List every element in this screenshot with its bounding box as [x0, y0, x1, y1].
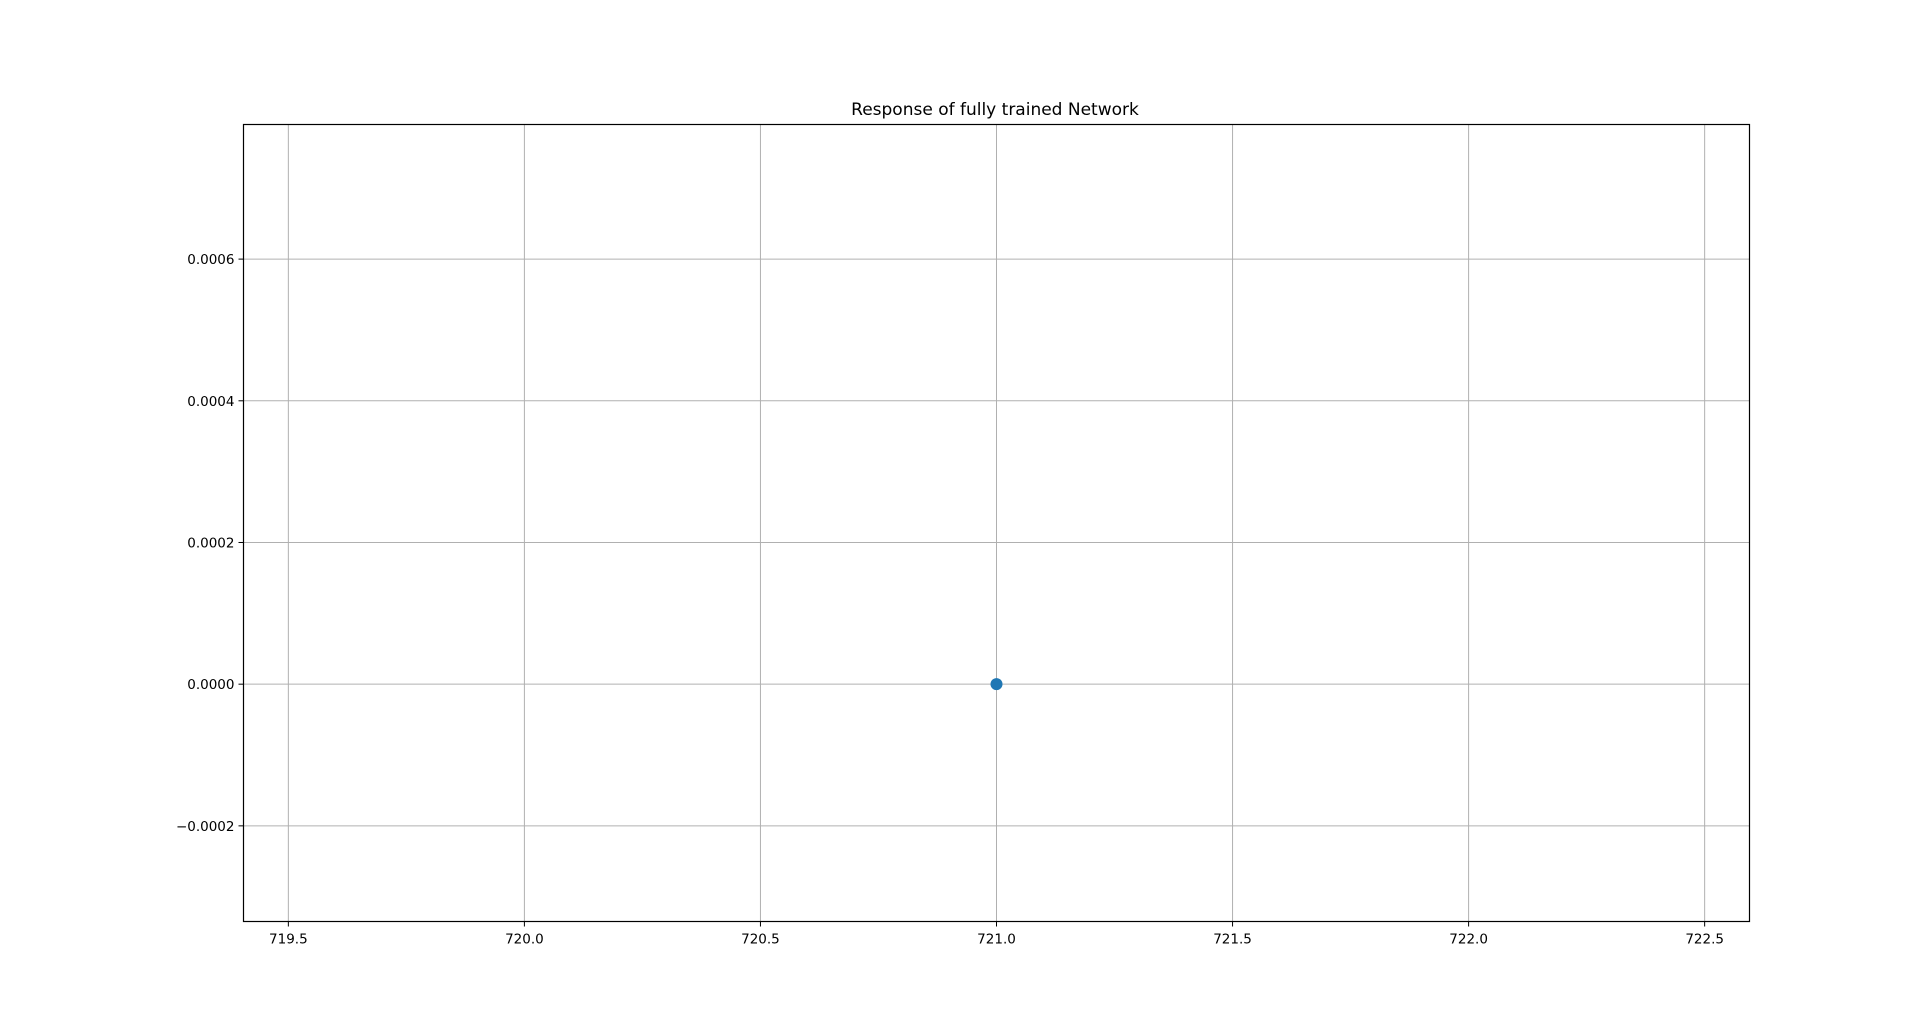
x-tick-label: 722.5 — [1685, 932, 1724, 948]
grid — [243, 124, 1750, 922]
x-tick-label: 719.5 — [269, 932, 308, 948]
y-tick-label: 0.0006 — [187, 252, 234, 268]
y-tick-label: 0.0000 — [187, 677, 234, 693]
ticks: 719.5 720.0 720.5 721.0 721.5 722.0 722.5 −0.00… — [176, 252, 1724, 947]
data-point — [990, 678, 1003, 691]
y-tick-label: 0.0004 — [187, 394, 234, 410]
chart-title: Response of fully trained Network — [851, 100, 1139, 120]
x-tick-label: 721.0 — [977, 932, 1016, 948]
data-points — [990, 678, 1003, 691]
plot-frame — [242, 123, 1751, 923]
x-tick-label: 720.0 — [505, 932, 544, 948]
x-tick-label: 720.5 — [741, 932, 780, 948]
x-tick-label: 722.0 — [1449, 932, 1488, 948]
x-tick-label: 721.5 — [1213, 932, 1252, 948]
y-tick-label: −0.0002 — [176, 819, 235, 835]
y-tick-label: 0.0002 — [187, 535, 234, 551]
